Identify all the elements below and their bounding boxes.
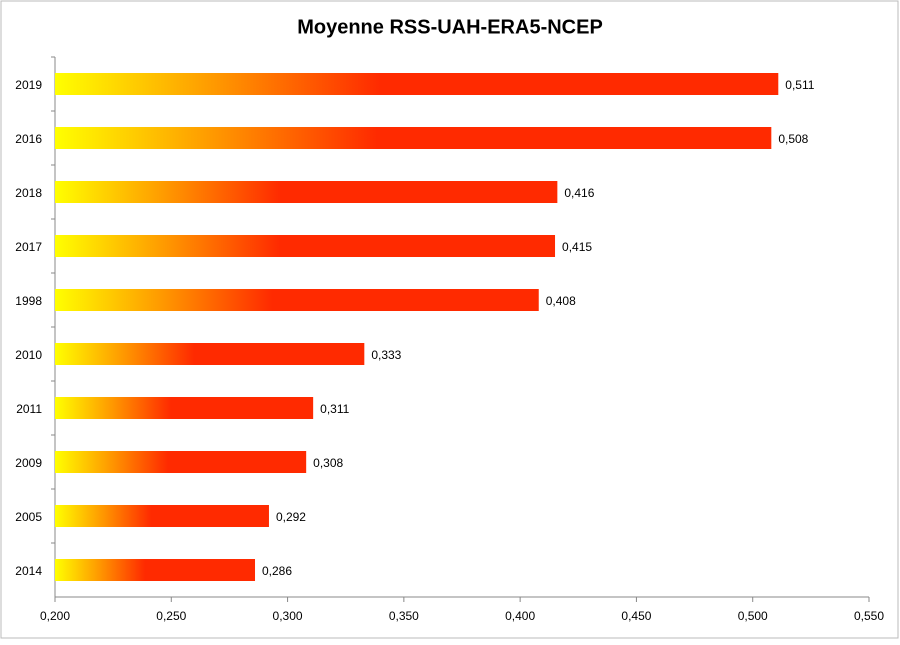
value-label: 0,511 (785, 78, 814, 92)
bar (55, 289, 539, 311)
x-tick-label: 0,450 (621, 609, 651, 623)
y-tick-label: 2019 (15, 78, 42, 92)
y-tick-label: 2005 (15, 510, 42, 524)
x-tick-label: 0,550 (854, 609, 884, 623)
bar (55, 451, 307, 473)
value-label: 0,292 (276, 510, 306, 524)
y-tick-label: 2009 (15, 456, 42, 470)
value-label: 0,415 (562, 240, 592, 254)
value-label: 0,416 (564, 186, 594, 200)
bar (55, 343, 365, 365)
value-label: 0,408 (546, 294, 576, 308)
bar (55, 73, 779, 95)
x-tick-label: 0,400 (505, 609, 535, 623)
y-tick-label: 2010 (15, 348, 42, 362)
bar (55, 559, 256, 581)
x-tick-label: 0,200 (40, 609, 70, 623)
y-tick-label: 2018 (15, 186, 42, 200)
value-label: 0,286 (262, 564, 292, 578)
value-label: 0,311 (320, 402, 349, 416)
value-label: 0,333 (371, 348, 401, 362)
value-label: 0,508 (778, 132, 808, 146)
x-tick-label: 0,250 (156, 609, 186, 623)
y-tick-label: 1998 (15, 294, 42, 308)
bar (55, 505, 269, 527)
bar (55, 397, 314, 419)
x-tick-label: 0,500 (738, 609, 768, 623)
y-tick-label: 2016 (15, 132, 42, 146)
chart-title: Moyenne RSS-UAH-ERA5-NCEP (297, 16, 603, 38)
bar (55, 235, 556, 257)
x-tick-label: 0,300 (273, 609, 303, 623)
value-label: 0,308 (313, 456, 343, 470)
y-tick-label: 2011 (16, 402, 42, 416)
bar (55, 181, 558, 203)
x-tick-label: 0,350 (389, 609, 419, 623)
y-tick-label: 2014 (15, 564, 42, 578)
y-tick-label: 2017 (15, 240, 42, 254)
bar (55, 127, 772, 149)
